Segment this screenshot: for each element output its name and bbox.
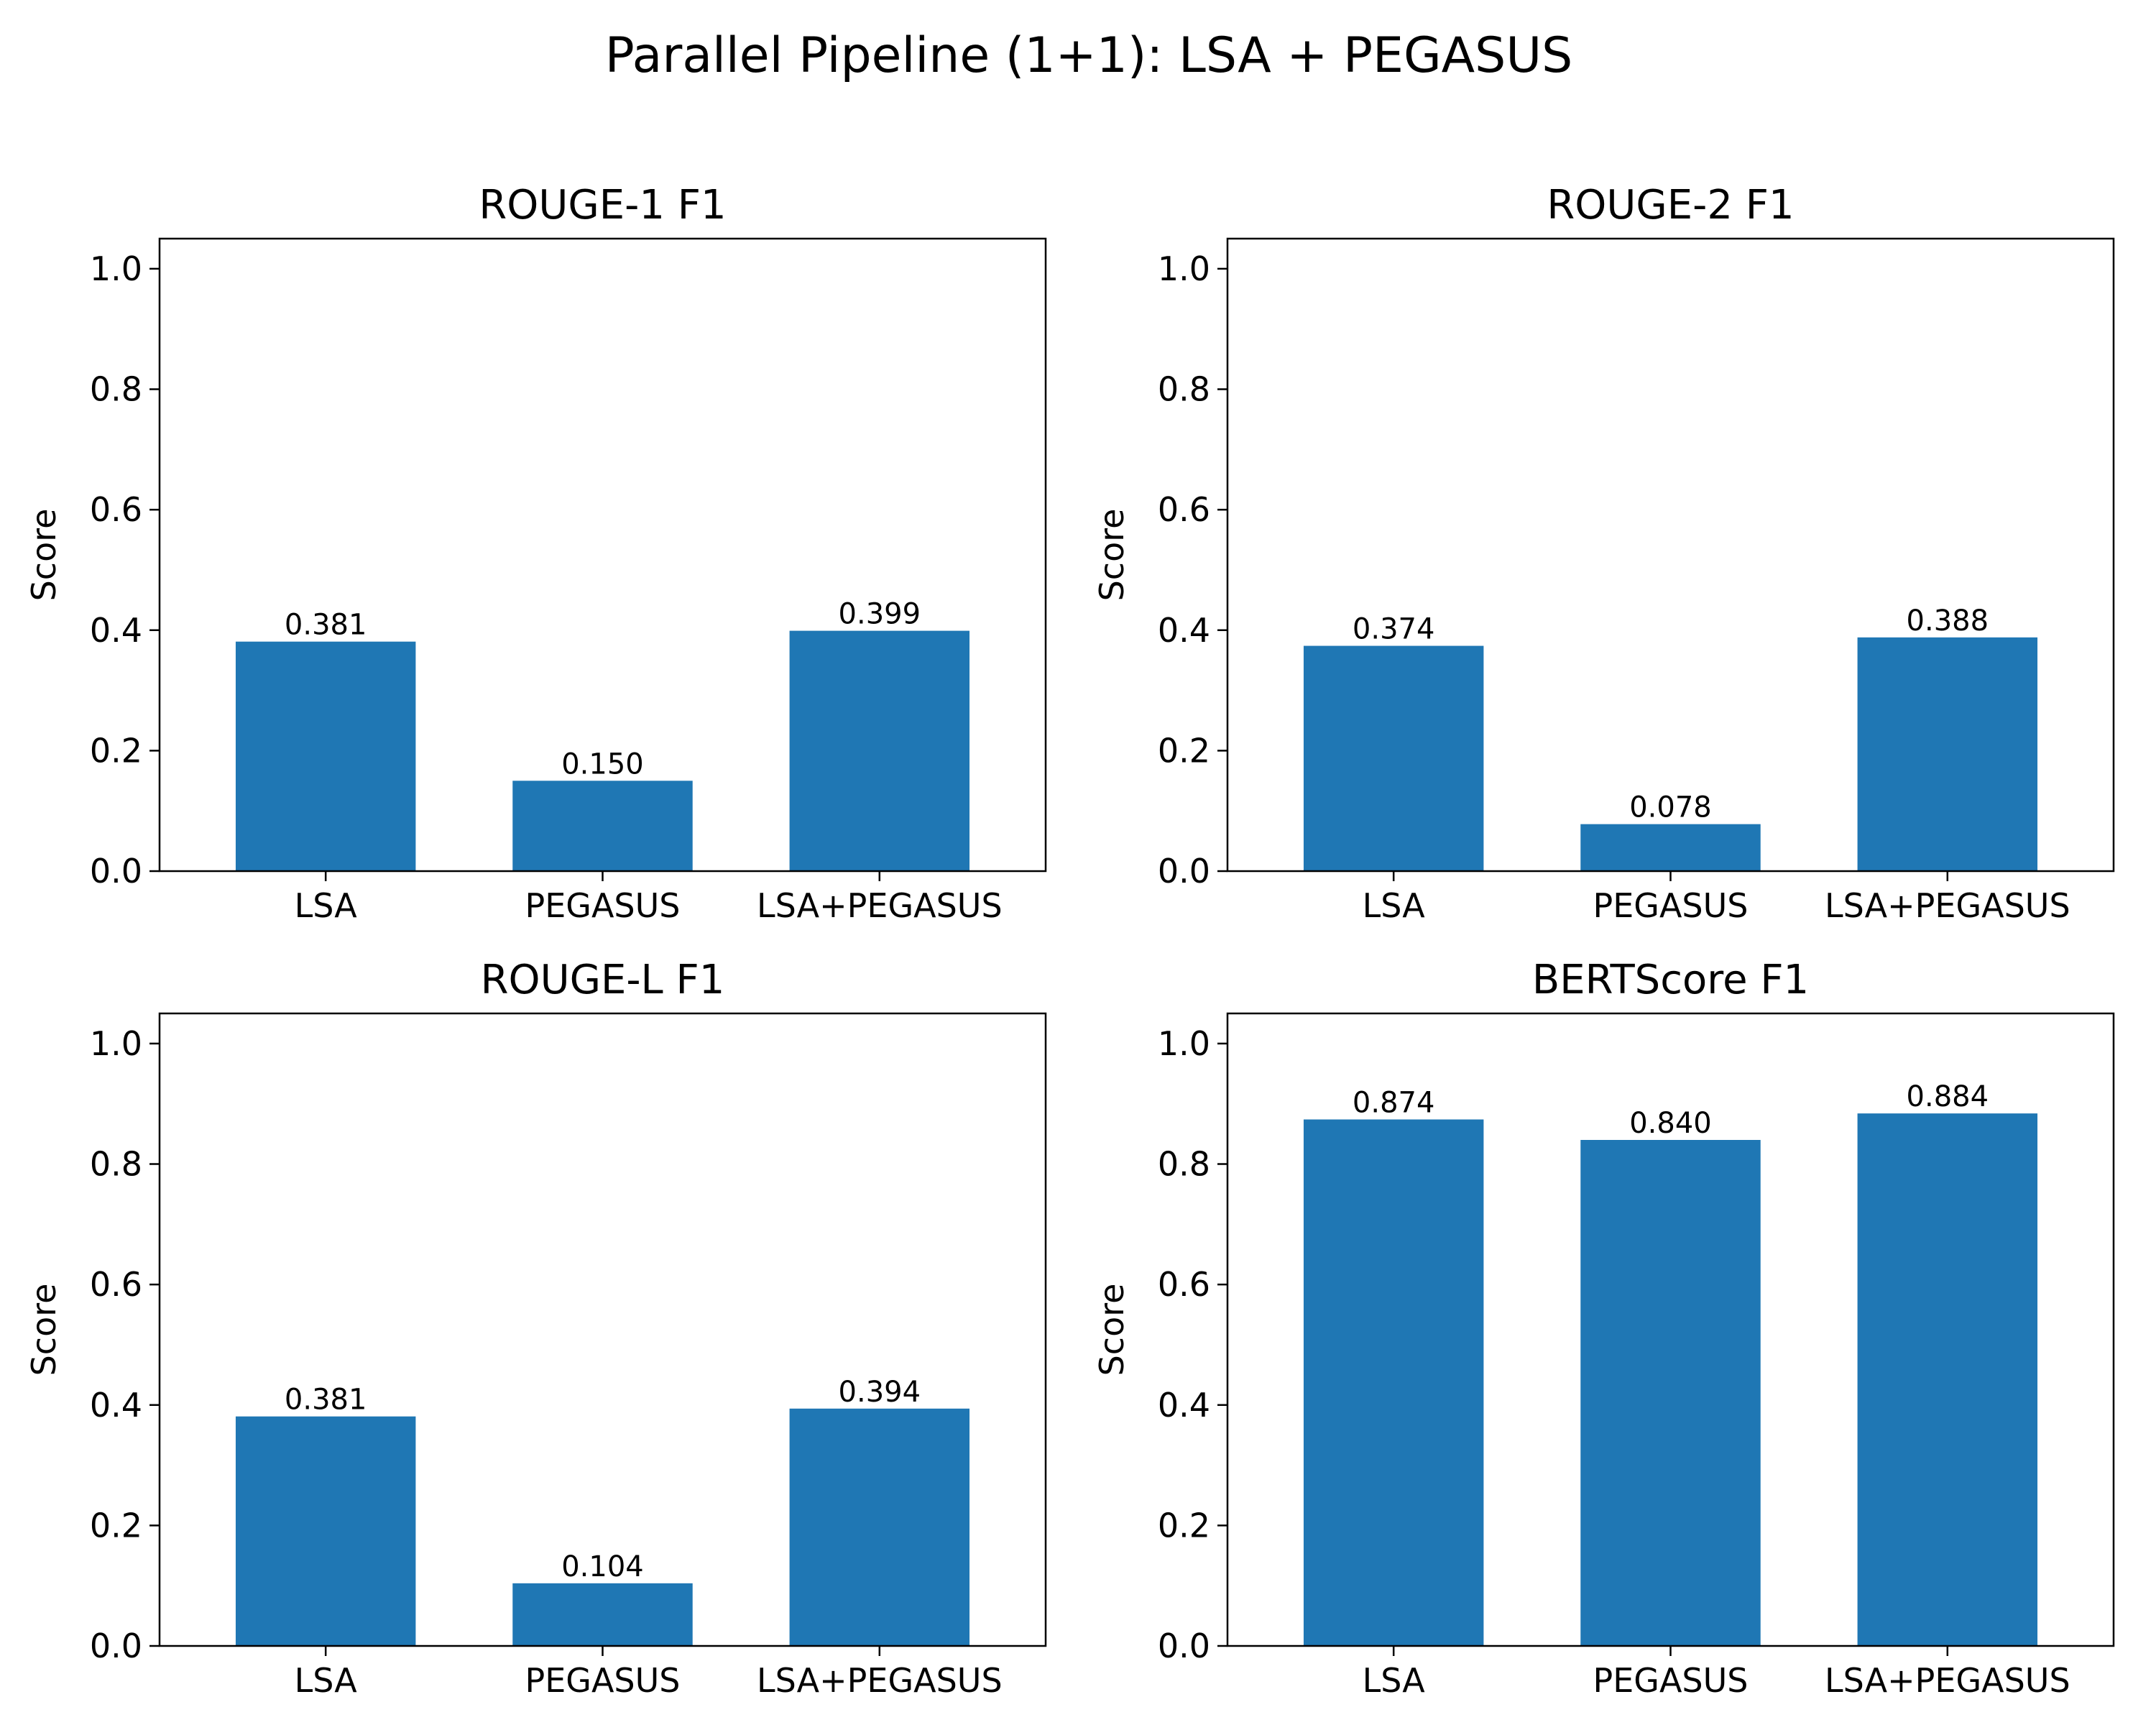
y-axis-label: Score [24,509,63,602]
bar-value-label: 0.381 [285,1384,367,1417]
y-tick-label: 0.2 [1158,1506,1210,1545]
subplot-title: ROUGE-2 F1 [1547,182,1794,229]
bar-lsa-pegasus [1857,637,2038,871]
x-tick-label: PEGASUS [1593,886,1749,925]
bar-value-label: 0.381 [285,609,367,642]
y-tick-label: 1.0 [90,1024,142,1063]
x-tick-label: LSA+PEGASUS [757,886,1003,925]
subplot-title: ROUGE-1 F1 [479,182,726,229]
bar-value-label: 0.150 [561,748,644,781]
bar-pegasus [512,1583,693,1646]
bar-pegasus [1580,1140,1761,1646]
bar-value-label: 0.394 [839,1376,921,1409]
bar-value-label: 0.399 [839,598,921,631]
bar-pegasus [1580,824,1761,871]
y-tick-label: 0.8 [90,370,142,409]
axes-frame [158,1012,1047,1647]
y-tick-label: 0.4 [90,611,142,650]
subplot-rouge-l-f1: ROUGE-L F1 0.381 LSA 0.104 PEGASUS 0.394 LSA+P… [24,957,1047,1700]
y-tick-label: 1.0 [1158,249,1210,288]
bar-value-label: 0.374 [1353,613,1435,646]
y-tick-label: 0.2 [90,1506,142,1545]
bar-value-label: 0.874 [1353,1087,1435,1120]
y-tick-label: 1.0 [1158,1024,1210,1063]
bar-lsa [235,1416,416,1646]
y-tick-label: 0.0 [1158,852,1210,891]
x-tick-label: LSA [1363,886,1426,925]
y-tick-label: 0.8 [90,1145,142,1184]
subplot-grid: ROUGE-1 F1 0.381 LSA 0.150 PEGASUS 0.399 LSA+P… [24,182,2115,1700]
bar-lsa [1303,645,1484,871]
y-tick-label: 0.6 [1158,490,1210,529]
y-tick-label: 1.0 [90,249,142,288]
bar-value-label: 0.104 [561,1550,644,1583]
y-tick-label: 0.4 [1158,611,1210,650]
x-tick-label: PEGASUS [525,886,681,925]
x-tick-label: LSA+PEGASUS [1825,1661,2070,1700]
bar-lsa-pegasus [1857,1113,2038,1646]
x-tick-label: PEGASUS [525,1661,681,1700]
y-tick-label: 0.8 [1158,370,1210,409]
y-axis-label: Score [1092,509,1131,602]
subplot-rouge-1-f1: ROUGE-1 F1 0.381 LSA 0.150 PEGASUS 0.399 LSA+P… [24,182,1047,925]
y-axis-label: Score [1092,1284,1131,1376]
x-tick-label: PEGASUS [1593,1661,1749,1700]
y-tick-label: 0.0 [1158,1627,1210,1665]
x-tick-label: LSA [1363,1661,1426,1700]
y-tick-label: 0.4 [90,1386,142,1425]
y-tick-label: 0.2 [90,731,142,770]
y-tick-label: 0.0 [90,852,142,891]
y-tick-label: 0.6 [90,490,142,529]
subplot-title: ROUGE-L F1 [481,957,725,1003]
bar-value-label: 0.078 [1629,791,1712,824]
y-tick-label: 0.8 [1158,1145,1210,1184]
axes-frame [1226,237,2115,873]
y-tick-label: 0.0 [90,1627,142,1665]
x-tick-label: LSA+PEGASUS [757,1661,1003,1700]
bar-lsa [1303,1119,1484,1646]
bar-lsa [235,641,416,871]
subplot-rouge-2-f1: ROUGE-2 F1 0.374 LSA 0.078 PEGASUS 0.388 LSA+P… [1092,182,2115,925]
figure-title: Parallel Pipeline (1+1): LSA + PEGASUS [605,27,1573,84]
axes-frame [158,237,1047,873]
y-tick-label: 0.6 [90,1265,142,1304]
bar-value-label: 0.884 [1907,1080,1989,1113]
y-axis-label: Score [24,1284,63,1376]
bar-pegasus [512,781,693,871]
bar-value-label: 0.840 [1629,1107,1712,1140]
x-tick-label: LSA [295,886,358,925]
subplot-bertscore-f1: BERTScore F1 0.874 LSA 0.840 PEGASUS 0.884 LSA… [1092,957,2115,1700]
y-tick-label: 0.6 [1158,1265,1210,1304]
y-tick-label: 0.2 [1158,731,1210,770]
subplot-title: BERTScore F1 [1532,957,1809,1003]
bar-lsa-pegasus [789,1408,970,1646]
bar-value-label: 0.388 [1907,604,1989,638]
x-tick-label: LSA [295,1661,358,1700]
axes-frame [1226,1012,2115,1647]
bar-lsa-pegasus [789,630,970,871]
y-tick-label: 0.4 [1158,1386,1210,1425]
x-tick-label: LSA+PEGASUS [1825,886,2070,925]
